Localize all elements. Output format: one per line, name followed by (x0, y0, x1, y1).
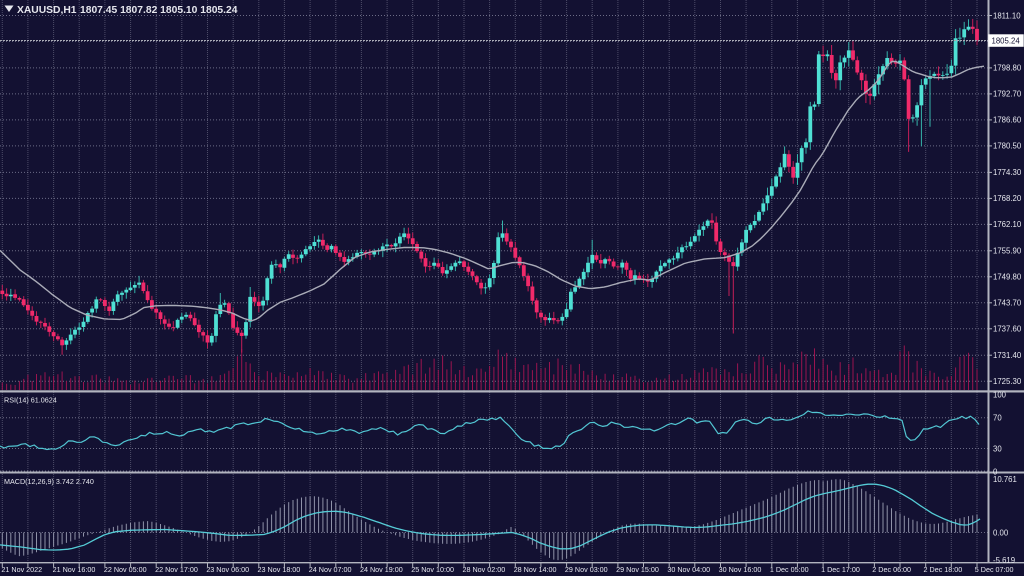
svg-text:10.761: 10.761 (993, 475, 1017, 484)
svg-text:1731.40: 1731.40 (993, 351, 1022, 360)
svg-text:1 Dec 05:00: 1 Dec 05:00 (770, 565, 809, 574)
svg-text:1786.60: 1786.60 (993, 116, 1022, 125)
svg-text:1807.45 1807.82 1805.10 1805.2: 1807.45 1807.82 1805.10 1805.24 (80, 5, 238, 16)
svg-text:24 Nov 07:00: 24 Nov 07:00 (309, 565, 352, 574)
svg-text:1749.80: 1749.80 (993, 273, 1022, 282)
svg-text:21 Nov 16:00: 21 Nov 16:00 (53, 565, 96, 574)
svg-text:MACD(12,26,9) 3.742 2.740: MACD(12,26,9) 3.742 2.740 (4, 477, 94, 486)
svg-text:23 Nov 06:00: 23 Nov 06:00 (206, 565, 249, 574)
svg-text:1743.70: 1743.70 (993, 299, 1022, 308)
svg-text:23 Nov 18:00: 23 Nov 18:00 (258, 565, 301, 574)
svg-text:RSI(14) 61.0624: RSI(14) 61.0624 (4, 396, 57, 405)
svg-text:30: 30 (993, 444, 1002, 453)
svg-text:1805.24: 1805.24 (992, 36, 1021, 45)
svg-text:22 Nov 17:00: 22 Nov 17:00 (155, 565, 198, 574)
svg-text:1780.50: 1780.50 (993, 142, 1022, 151)
svg-text:2 Dec 18:00: 2 Dec 18:00 (924, 565, 963, 574)
svg-text:30 Nov 16:00: 30 Nov 16:00 (719, 565, 762, 574)
svg-text:1762.10: 1762.10 (993, 220, 1022, 229)
svg-text:24 Nov 19:00: 24 Nov 19:00 (360, 565, 403, 574)
svg-text:30 Nov 04:00: 30 Nov 04:00 (667, 565, 710, 574)
svg-text:-5.619: -5.619 (993, 556, 1015, 565)
svg-text:1755.90: 1755.90 (993, 247, 1022, 256)
svg-text:0: 0 (993, 467, 998, 476)
svg-text:1798.80: 1798.80 (993, 64, 1022, 73)
svg-text:100: 100 (993, 390, 1007, 399)
svg-text:0.00: 0.00 (993, 528, 1009, 537)
svg-text:1 Dec 17:00: 1 Dec 17:00 (821, 565, 860, 574)
svg-text:1737.60: 1737.60 (993, 325, 1022, 334)
svg-text:2 Dec 06:00: 2 Dec 06:00 (872, 565, 911, 574)
svg-text:1811.10: 1811.10 (993, 11, 1021, 20)
svg-text:70: 70 (993, 414, 1002, 423)
svg-text:25 Nov 10:00: 25 Nov 10:00 (411, 565, 454, 574)
svg-text:22 Nov 05:00: 22 Nov 05:00 (104, 565, 147, 574)
svg-text:XAUUSD,H1: XAUUSD,H1 (17, 5, 77, 16)
svg-text:29 Nov 15:00: 29 Nov 15:00 (616, 565, 659, 574)
svg-text:28 Nov 02:00: 28 Nov 02:00 (462, 565, 505, 574)
svg-text:1725.30: 1725.30 (993, 377, 1022, 386)
svg-text:1774.30: 1774.30 (993, 168, 1022, 177)
svg-text:28 Nov 14:00: 28 Nov 14:00 (514, 565, 557, 574)
svg-text:1768.20: 1768.20 (993, 194, 1022, 203)
svg-text:1792.70: 1792.70 (993, 90, 1022, 99)
svg-text:5 Dec 07:00: 5 Dec 07:00 (975, 565, 1014, 574)
svg-text:29 Nov 03:00: 29 Nov 03:00 (565, 565, 608, 574)
svg-text:21 Nov 2022: 21 Nov 2022 (1, 565, 42, 574)
